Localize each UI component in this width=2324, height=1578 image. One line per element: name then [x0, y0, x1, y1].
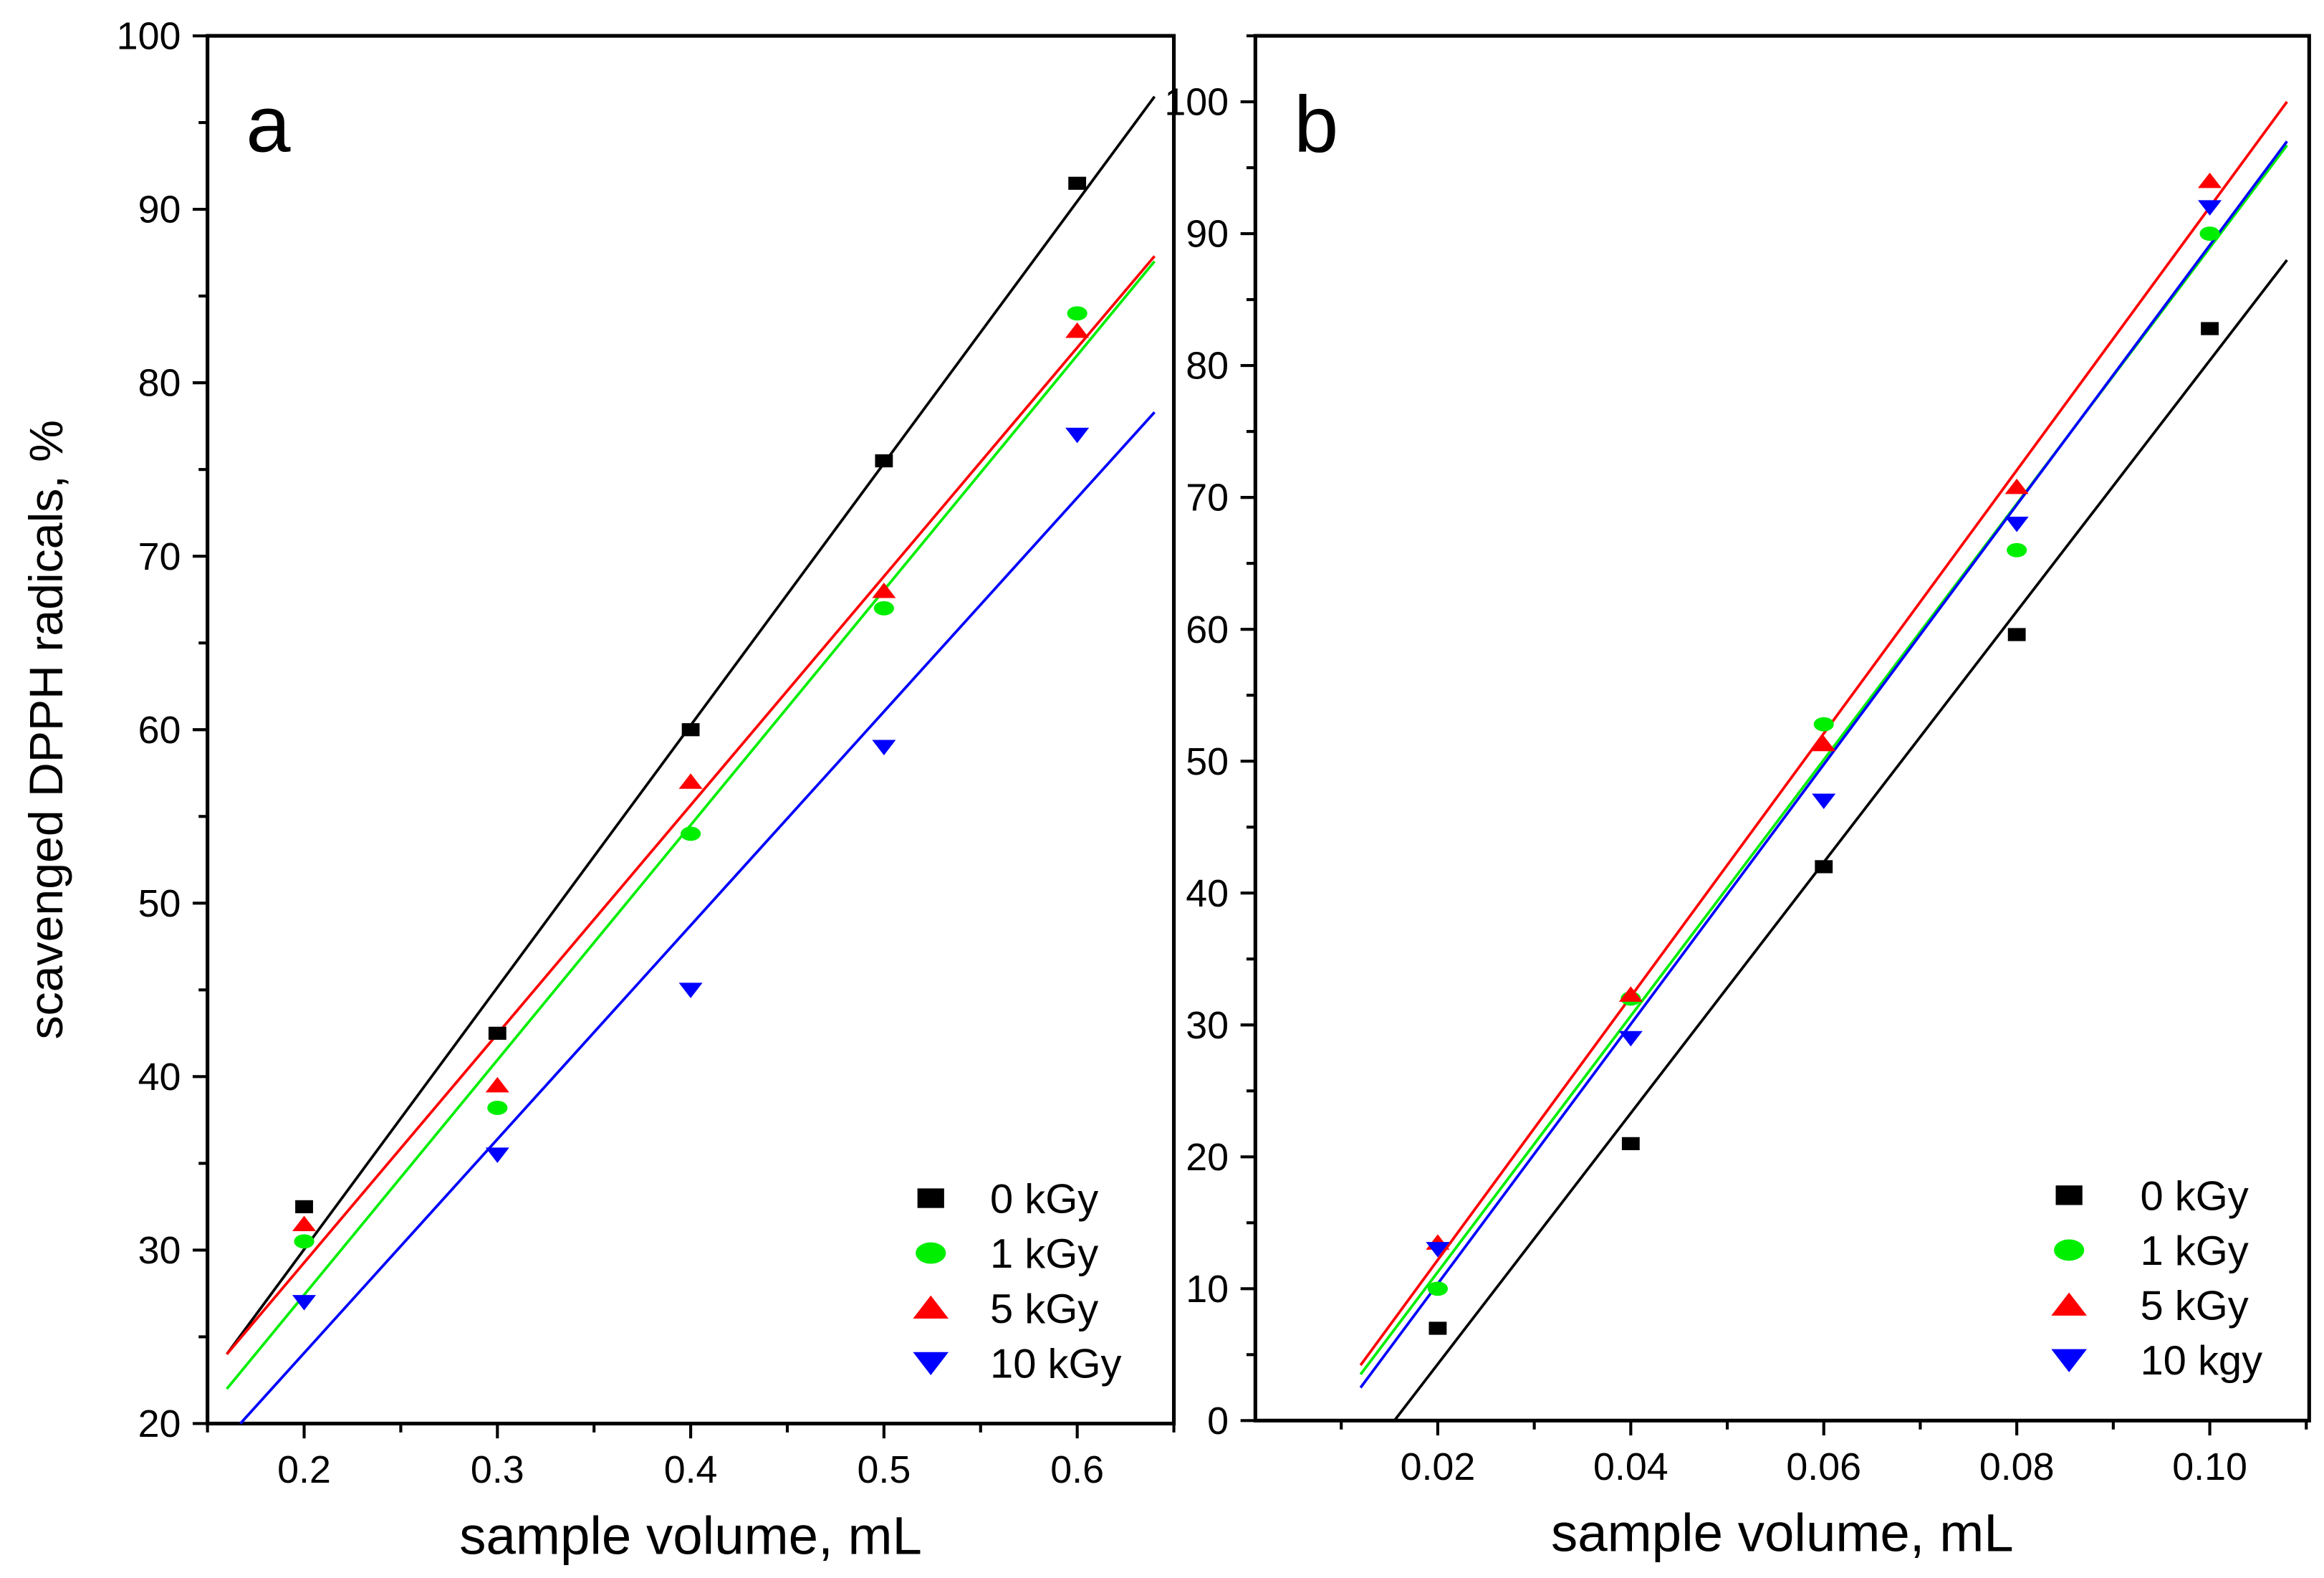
- fit-line-3: [1359, 140, 2288, 1389]
- fit-line-0: [1393, 259, 2288, 1422]
- data-point: [872, 740, 896, 756]
- data-point: [681, 723, 700, 737]
- y-tick-label: 60: [138, 709, 181, 752]
- y-tick-label: 80: [138, 362, 181, 405]
- legend-label: 5 kGy: [990, 1286, 1098, 1332]
- data-point: [2004, 516, 2029, 532]
- data-point: [873, 601, 894, 616]
- y-tick-label: 30: [138, 1229, 181, 1272]
- legend-label: 0 kGy: [990, 1177, 1098, 1223]
- legend-label: 5 kGy: [2140, 1283, 2248, 1329]
- legend-label: 10 kgy: [2140, 1338, 2262, 1384]
- x-axis-label: sample volume, mL: [1551, 1503, 2014, 1562]
- data-point: [2201, 322, 2219, 335]
- plot-frame: [1253, 34, 2311, 1422]
- y-tick-label: 90: [138, 188, 181, 231]
- y-tick-label: 50: [138, 882, 181, 925]
- x-tick-label: 0.02: [1401, 1445, 1476, 1488]
- panel-b: 0 10 20 30 40 50 60 70 80 90 100 0.02 0.04 0.06 0.08 0.…: [1164, 34, 2311, 1562]
- data-point: [681, 826, 701, 841]
- x-tick-label: 0.6: [1050, 1448, 1104, 1491]
- y-tick-label: 70: [138, 535, 181, 578]
- y-tick-label: 0: [1207, 1400, 1229, 1443]
- y-tick-label: 30: [1186, 1004, 1229, 1047]
- y-tick-label: 20: [138, 1402, 181, 1445]
- y-tick-label: 20: [1186, 1136, 1229, 1179]
- legend-marker-0: [917, 1188, 944, 1208]
- data-point: [487, 1101, 508, 1115]
- data-point: [488, 1026, 506, 1040]
- data-point: [1065, 427, 1090, 444]
- fit-line-2: [1359, 100, 2288, 1367]
- legend-label: 0 kGy: [2140, 1174, 2248, 1220]
- x-axis-label: sample volume, mL: [459, 1506, 922, 1566]
- x-tick-label: 0.06: [1786, 1445, 1861, 1488]
- data-point: [678, 773, 703, 789]
- data-point: [1065, 322, 1090, 338]
- y-tick-label: 60: [1186, 608, 1229, 651]
- data-point: [1621, 1137, 1640, 1150]
- fit-line-3: [239, 411, 1156, 1425]
- fit-line-1: [226, 260, 1156, 1390]
- data-point: [292, 1295, 317, 1311]
- legend-marker-3: [2051, 1349, 2087, 1372]
- data-point: [1618, 1031, 1643, 1047]
- y-tick-label: 100: [117, 15, 181, 58]
- legend-marker-0: [2055, 1185, 2083, 1205]
- panel-a: 20 30 40 50 60 70 80 90 100 0.2 0.3 0.4 0.5 0.6 sample…: [20, 15, 1176, 1566]
- y-tick-label: 40: [138, 1056, 181, 1099]
- data-point: [1813, 717, 1834, 732]
- x-tick-label: 0.2: [277, 1448, 331, 1491]
- data-point: [2198, 172, 2222, 188]
- data-point: [1426, 1242, 1450, 1258]
- data-point: [294, 1234, 314, 1249]
- data-point: [2199, 226, 2220, 241]
- x-tick-label: 0.4: [664, 1448, 718, 1491]
- y-tick-label: 100: [1164, 81, 1229, 124]
- legend-marker-2: [2051, 1292, 2087, 1316]
- data-point: [1618, 986, 1643, 1002]
- panel-label: b: [1294, 79, 1338, 168]
- data-point: [2004, 478, 2029, 494]
- legend-label: 1 kGy: [2140, 1228, 2248, 1274]
- data-point: [872, 583, 896, 598]
- data-point: [1815, 860, 1833, 874]
- y-tick-label: 80: [1186, 345, 1229, 388]
- legend-marker-2: [913, 1295, 949, 1319]
- data-point: [875, 454, 893, 468]
- data-point: [678, 982, 703, 998]
- x-tick-label: 0.04: [1593, 1445, 1668, 1488]
- panel-label: a: [246, 79, 291, 168]
- legend-label: 1 kGy: [990, 1231, 1098, 1277]
- data-point: [2007, 542, 2027, 558]
- y-tick-label: 10: [1186, 1268, 1229, 1311]
- data-point: [1067, 306, 1087, 321]
- legend-marker-1: [916, 1242, 946, 1264]
- data-point: [1427, 1281, 1448, 1296]
- data-point: [1812, 793, 1836, 809]
- legend-marker-3: [913, 1352, 949, 1376]
- data-point: [485, 1076, 509, 1093]
- data-point: [2198, 200, 2222, 216]
- y-axis-label: scavenged DPPH radicals, %: [20, 420, 73, 1040]
- data-point: [1068, 176, 1087, 190]
- x-tick-label: 0.10: [2172, 1445, 2247, 1488]
- legend-marker-1: [2054, 1239, 2085, 1261]
- y-tick-label: 90: [1186, 213, 1229, 256]
- data-point: [1429, 1321, 1447, 1335]
- data-point: [2007, 628, 2026, 641]
- x-tick-label: 0.5: [857, 1448, 911, 1491]
- fit-line-2: [226, 255, 1156, 1355]
- data-point: [292, 1215, 317, 1232]
- y-tick-label: 50: [1186, 740, 1229, 783]
- legend-label: 10 kGy: [990, 1341, 1121, 1387]
- data-point: [295, 1200, 313, 1214]
- x-tick-label: 0.08: [1979, 1445, 2055, 1488]
- data-point: [1812, 735, 1836, 752]
- data-point: [485, 1147, 509, 1163]
- x-tick-label: 0.3: [471, 1448, 524, 1491]
- y-tick-label: 70: [1186, 477, 1229, 520]
- y-tick-label: 40: [1186, 872, 1229, 915]
